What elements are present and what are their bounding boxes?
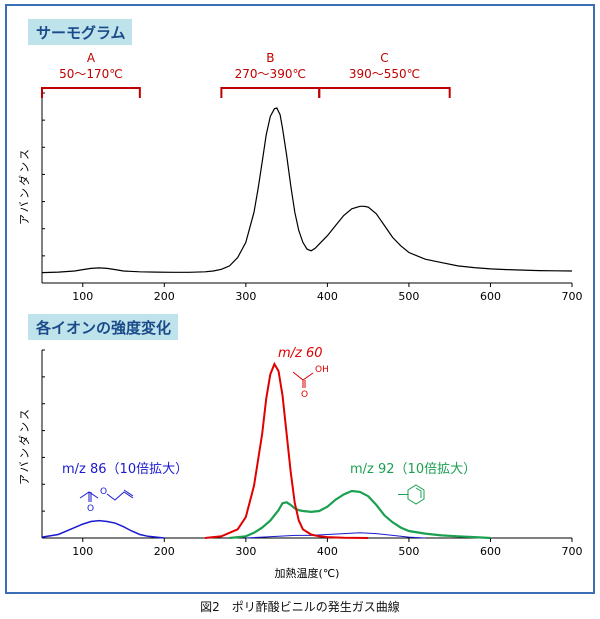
x-tick-label: 400 xyxy=(317,545,338,558)
x-tick-label: 600 xyxy=(480,545,501,558)
panel1-x-ticks: 100 200 300 400 500 600 700 xyxy=(72,283,583,303)
figure-caption: 図2 ポリ酢酸ビニルの発生ガス曲線 xyxy=(200,600,400,614)
range-label-b: B xyxy=(266,51,274,65)
range-temp-b: 270～390℃ xyxy=(235,67,306,81)
panel1-y-ticks xyxy=(42,92,45,257)
range-temp-c: 390～550℃ xyxy=(349,67,420,81)
range-label-c: C xyxy=(380,51,388,65)
acetic-acid-structure-icon xyxy=(292,371,314,388)
range-temp-a: 50～170℃ xyxy=(59,67,123,81)
panel2-y-ticks xyxy=(42,349,45,512)
structure-label-o-ester: O xyxy=(100,487,107,497)
panel2-axes xyxy=(41,350,572,539)
figure-frame xyxy=(5,4,595,594)
panel2-title: 各イオンの強度変化 xyxy=(35,319,171,337)
range-bracket-c xyxy=(318,87,451,98)
x-tick-label: 700 xyxy=(562,545,583,558)
structure-label-oh: OH xyxy=(315,365,329,375)
series-label-mz92: m/z 92（10倍拡大） xyxy=(350,462,476,477)
x-tick-label: 200 xyxy=(154,290,175,303)
panel2-title-bg xyxy=(28,314,178,340)
panel1-range-brackets: A 50～170℃ B 270～390℃ C 390～550℃ xyxy=(41,51,451,98)
panel2-x-label: 加熱温度(℃) xyxy=(275,566,340,580)
panel1-axes xyxy=(41,93,572,284)
series-label-mz86: m/z 86（10倍拡大） xyxy=(62,462,188,477)
series-line-mz86 xyxy=(41,519,165,539)
x-tick-label: 700 xyxy=(562,290,583,303)
vinyl-acetate-structure-icon xyxy=(79,489,134,502)
range-label-a: A xyxy=(87,51,96,65)
x-tick-label: 500 xyxy=(398,290,419,303)
series-label-mz60: m/z 60 xyxy=(278,346,323,361)
series-line-minor-blue xyxy=(245,532,426,539)
x-tick-label: 600 xyxy=(480,290,501,303)
structure-label-o-carbonyl: O xyxy=(87,504,94,514)
panel1-title: サーモグラム xyxy=(36,24,126,42)
thermogram-line xyxy=(41,107,573,274)
range-bracket-b xyxy=(220,87,321,98)
panel1-y-label: アバンダンス xyxy=(17,147,31,225)
toluene-structure-icon xyxy=(398,484,425,505)
series-line-mz60 xyxy=(204,361,369,539)
panel2-y-label: アバンダンス xyxy=(17,407,31,485)
x-tick-label: 100 xyxy=(72,545,93,558)
x-tick-label: 300 xyxy=(235,545,256,558)
panel2-x-ticks: 100 200 300 400 500 600 700 xyxy=(72,538,583,558)
range-bracket-a xyxy=(41,87,141,98)
x-tick-label: 300 xyxy=(235,290,256,303)
x-tick-label: 400 xyxy=(317,290,338,303)
x-tick-label: 200 xyxy=(154,545,175,558)
x-tick-label: 500 xyxy=(398,545,419,558)
structure-label-o-acid: O xyxy=(301,390,308,400)
x-tick-label: 100 xyxy=(72,290,93,303)
panel1-title-bg xyxy=(28,19,132,45)
series-line-mz92 xyxy=(229,489,491,540)
